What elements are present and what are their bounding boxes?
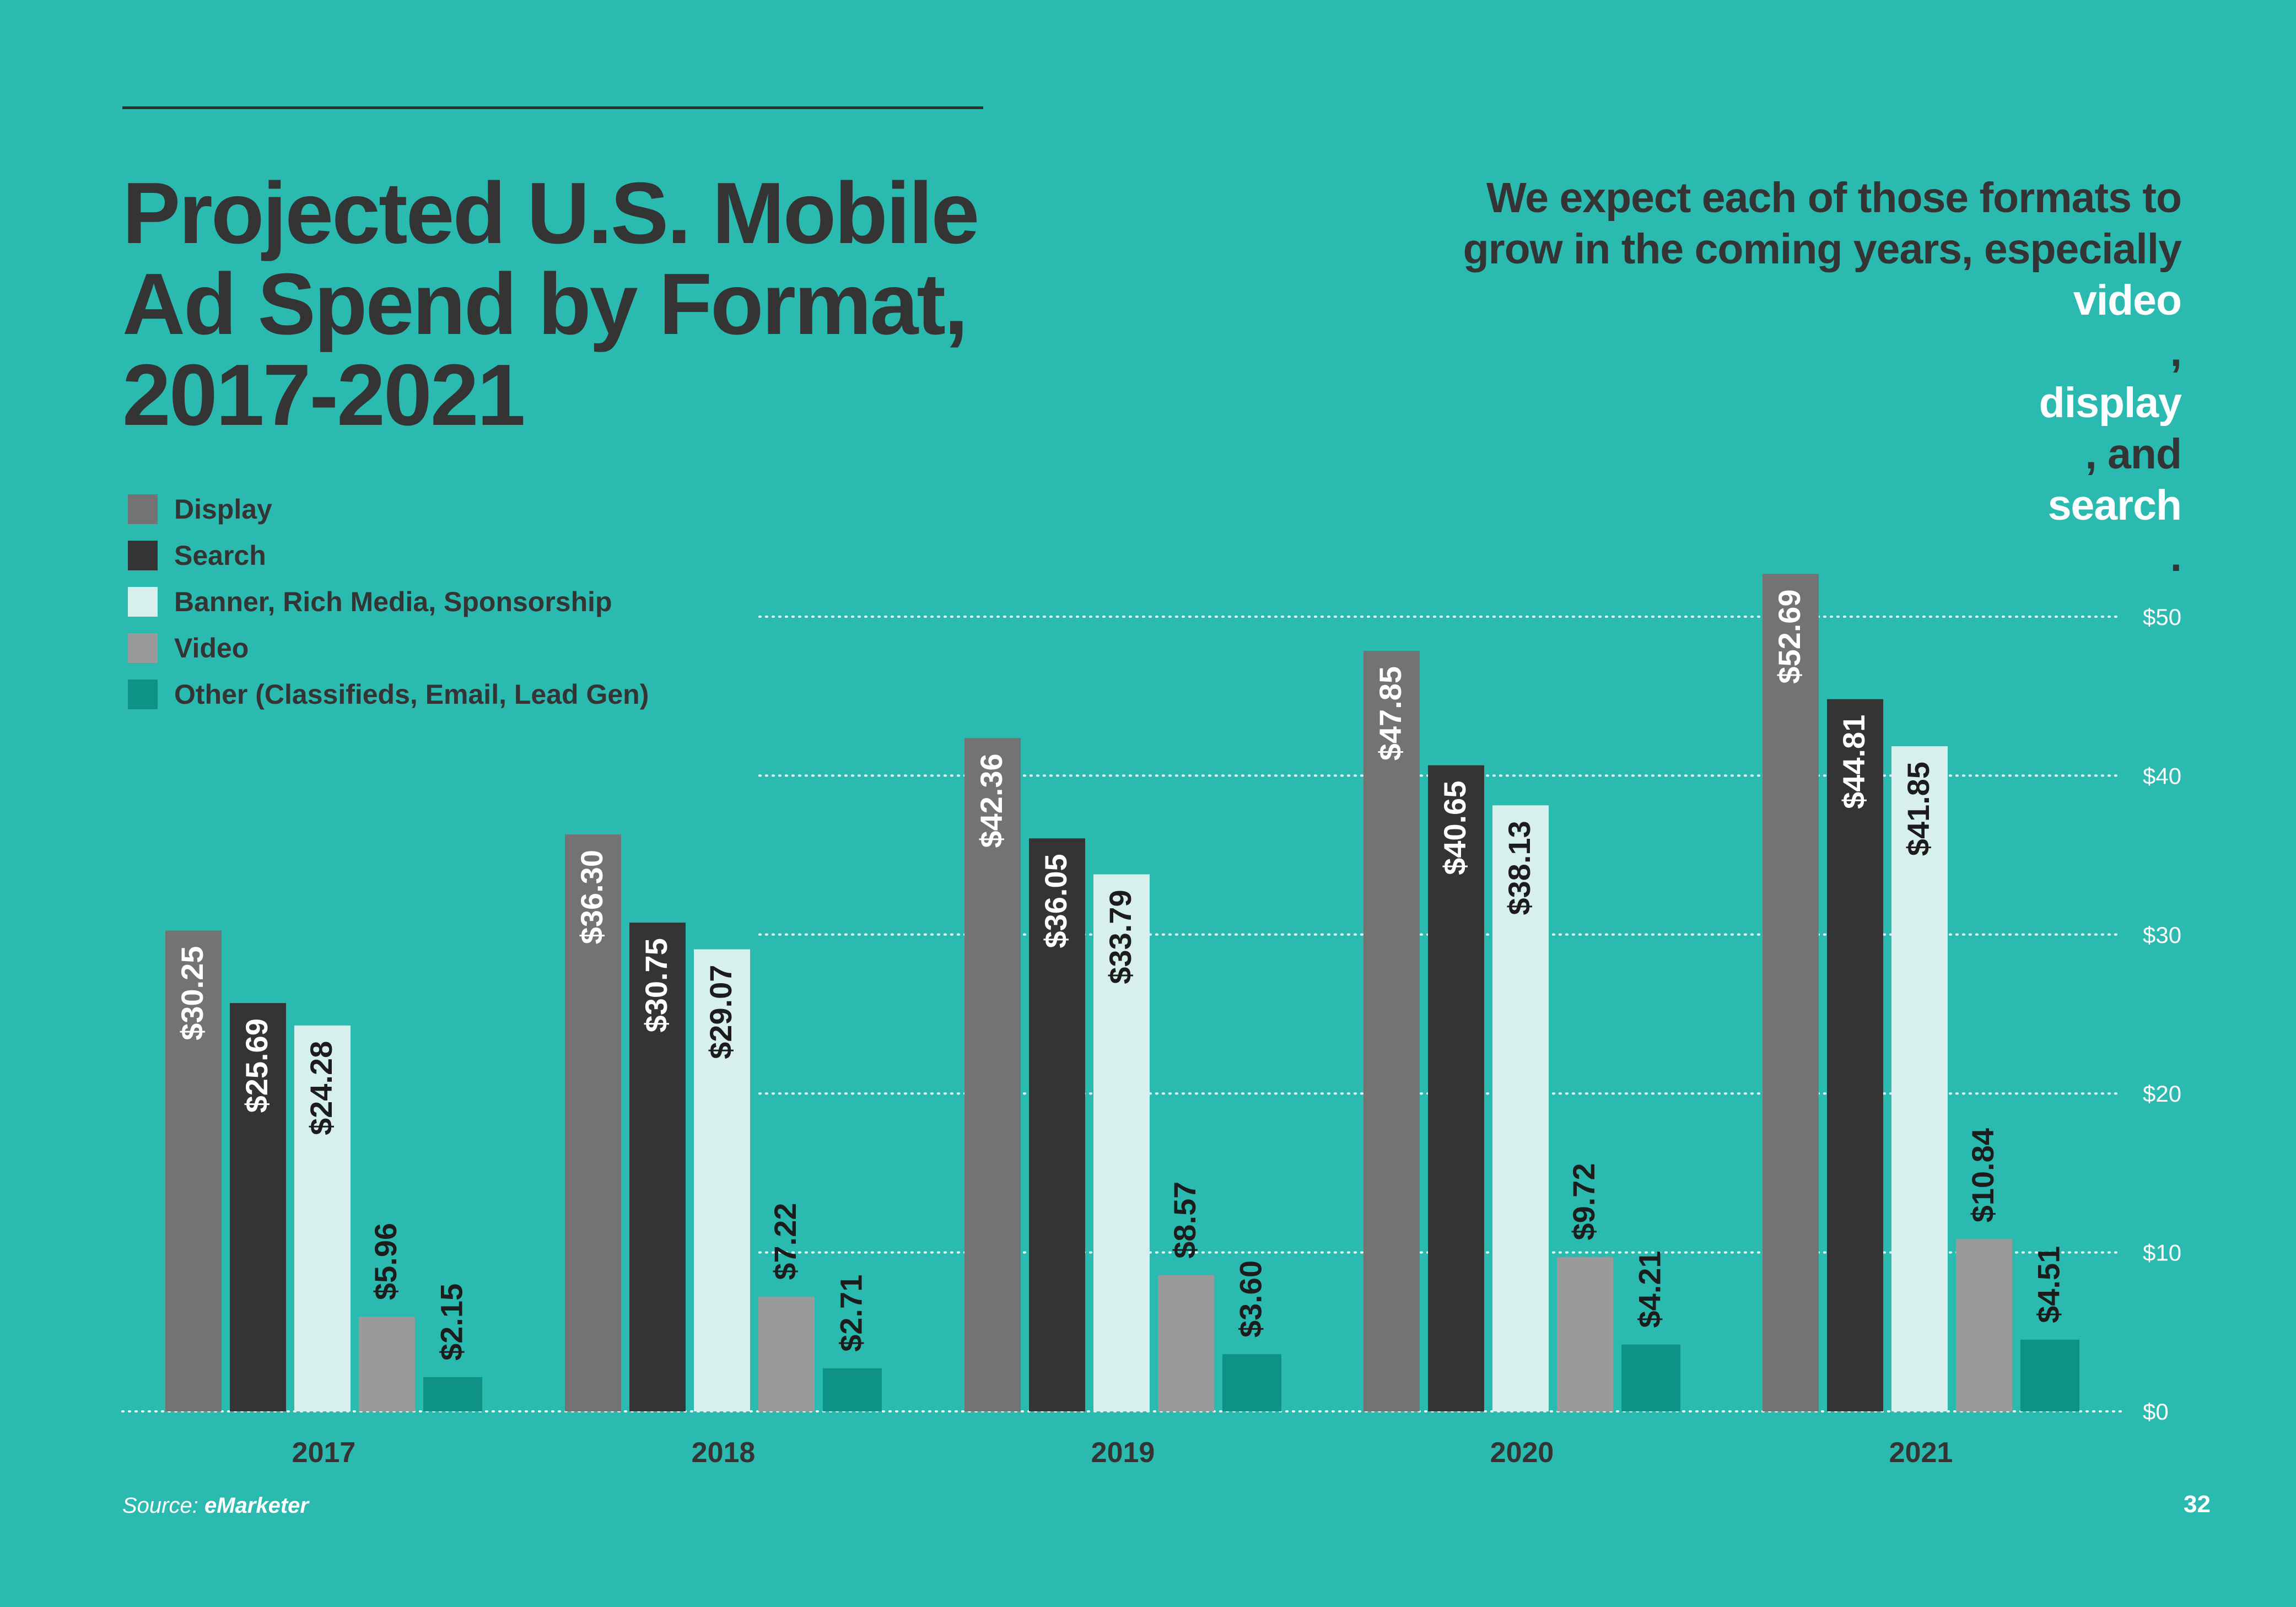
bar-video xyxy=(359,1317,415,1411)
legend-item-banner-rich-media-sponsorship: Banner, Rich Media, Sponsorship xyxy=(128,579,649,625)
bar-other-classifieds-email-lead-gen xyxy=(1222,1354,1281,1411)
legend-label: Search xyxy=(174,540,266,571)
legend-swatch xyxy=(128,680,158,709)
data-label: $41.85 xyxy=(1901,762,1936,856)
tagline-line-3: video, display, and search. xyxy=(1355,275,2182,583)
data-label: $36.30 xyxy=(574,850,609,944)
tagline-end: . xyxy=(2170,533,2182,580)
bar-banner-rich-media-sponsorship xyxy=(1093,874,1150,1411)
bar-banner-rich-media-sponsorship xyxy=(1891,746,1948,1411)
data-label: $25.69 xyxy=(239,1018,274,1113)
bar-banner-rich-media-sponsorship xyxy=(294,1025,351,1411)
data-label: $30.25 xyxy=(175,946,209,1040)
bar-other-classifieds-email-lead-gen xyxy=(423,1377,482,1411)
data-label: $42.36 xyxy=(974,753,1009,848)
bar-display xyxy=(964,738,1021,1411)
y-tick-label: $40 xyxy=(2143,763,2181,789)
legend-swatch xyxy=(128,633,158,663)
data-label: $8.57 xyxy=(1167,1182,1202,1259)
legend-item-video: Video xyxy=(128,625,649,671)
bar-banner-rich-media-sponsorship xyxy=(1492,805,1549,1411)
x-category-label: 2018 xyxy=(692,1437,756,1469)
bar-video xyxy=(1158,1275,1214,1411)
tagline-highlight-search: search xyxy=(2047,482,2182,529)
bar-display xyxy=(1363,651,1420,1411)
bar-search xyxy=(1827,699,1883,1411)
data-label: $5.96 xyxy=(368,1223,403,1300)
y-tick-label: $10 xyxy=(2143,1240,2181,1266)
bar-banner-rich-media-sponsorship xyxy=(694,949,750,1411)
legend-swatch xyxy=(128,587,158,617)
bar-display xyxy=(1763,574,1819,1411)
data-label: $52.69 xyxy=(1772,589,1807,683)
bar-video xyxy=(1557,1257,1613,1411)
data-label: $4.51 xyxy=(2031,1246,2066,1323)
source-name: eMarketer xyxy=(204,1493,309,1518)
legend-label: Video xyxy=(174,633,249,664)
legend-swatch xyxy=(128,494,158,524)
data-label: $3.60 xyxy=(1233,1260,1268,1338)
bar-video xyxy=(758,1296,815,1411)
header-rule xyxy=(122,106,983,109)
y-tick-label: $0 xyxy=(2143,1399,2169,1425)
data-label: $33.79 xyxy=(1103,889,1138,984)
data-label: $36.05 xyxy=(1038,854,1073,948)
bar-search xyxy=(1428,765,1484,1411)
bar-video xyxy=(1956,1239,2012,1411)
y-tick-label: $30 xyxy=(2143,922,2181,948)
tagline: We expect each of those formats to grow … xyxy=(1355,172,2182,583)
legend-swatch xyxy=(128,541,158,570)
bar-search xyxy=(230,1003,286,1411)
data-label: $2.15 xyxy=(434,1284,469,1361)
tagline-highlight-display: display xyxy=(2039,379,2182,427)
legend-label: Display xyxy=(174,494,272,525)
data-label: $4.21 xyxy=(1632,1250,1667,1328)
source-note: Source: eMarketer xyxy=(122,1493,309,1518)
data-label: $9.72 xyxy=(1566,1163,1601,1241)
page-title: Projected U.S. Mobile Ad Spend by Format… xyxy=(122,168,1059,441)
source-prefix: Source: xyxy=(122,1493,204,1518)
data-label: $30.75 xyxy=(639,938,673,1032)
x-category-label: 2020 xyxy=(1490,1437,1554,1469)
data-label: $24.28 xyxy=(304,1041,338,1135)
data-label: $29.07 xyxy=(703,965,738,1059)
title-line-1: Projected U.S. Mobile xyxy=(122,165,979,262)
bar-other-classifieds-email-lead-gen xyxy=(823,1368,882,1411)
tagline-line-2: grow in the coming years, especially xyxy=(1463,225,2182,273)
y-tick-label: $50 xyxy=(2143,604,2181,630)
x-category-label: 2019 xyxy=(1091,1437,1155,1469)
tagline-separator-2: , and xyxy=(2085,430,2182,478)
y-tick-label: $20 xyxy=(2143,1081,2181,1107)
tagline-highlight-video: video xyxy=(2073,277,2182,324)
legend-label: Other (Classifieds, Email, Lead Gen) xyxy=(174,679,649,710)
legend-item-display: Display xyxy=(128,486,649,532)
data-label: $47.85 xyxy=(1373,666,1408,761)
data-label: $40.65 xyxy=(1437,781,1472,875)
data-label: $2.71 xyxy=(834,1275,869,1352)
x-category-label: 2017 xyxy=(292,1437,356,1469)
title-line-3: 2017-2021 xyxy=(122,347,526,444)
bar-other-classifieds-email-lead-gen xyxy=(1621,1344,1680,1411)
legend-label: Banner, Rich Media, Sponsorship xyxy=(174,586,612,617)
data-label: $44.81 xyxy=(1836,715,1871,809)
tagline-separator-1: , xyxy=(2170,328,2182,375)
data-label: $38.13 xyxy=(1502,821,1537,915)
tagline-line-1: We expect each of those formats to xyxy=(1486,174,2182,222)
page-number: 32 xyxy=(2184,1491,2211,1518)
data-label: $7.22 xyxy=(768,1203,802,1280)
x-category-label: 2021 xyxy=(1889,1437,1953,1469)
bar-other-classifieds-email-lead-gen xyxy=(2020,1339,2079,1411)
data-label: $10.84 xyxy=(1965,1128,2000,1222)
chart-legend: Display Search Banner, Rich Media, Sponsor… xyxy=(128,486,649,718)
bar-display xyxy=(165,930,222,1411)
legend-item-other-classifieds-email-lead-gen: Other (Classifieds, Email, Lead Gen) xyxy=(128,671,649,718)
title-line-2: Ad Spend by Format, xyxy=(122,256,968,353)
bar-search xyxy=(1029,838,1085,1411)
legend-item-search: Search xyxy=(128,532,649,579)
bar-display xyxy=(565,834,621,1411)
bar-search xyxy=(629,923,686,1411)
